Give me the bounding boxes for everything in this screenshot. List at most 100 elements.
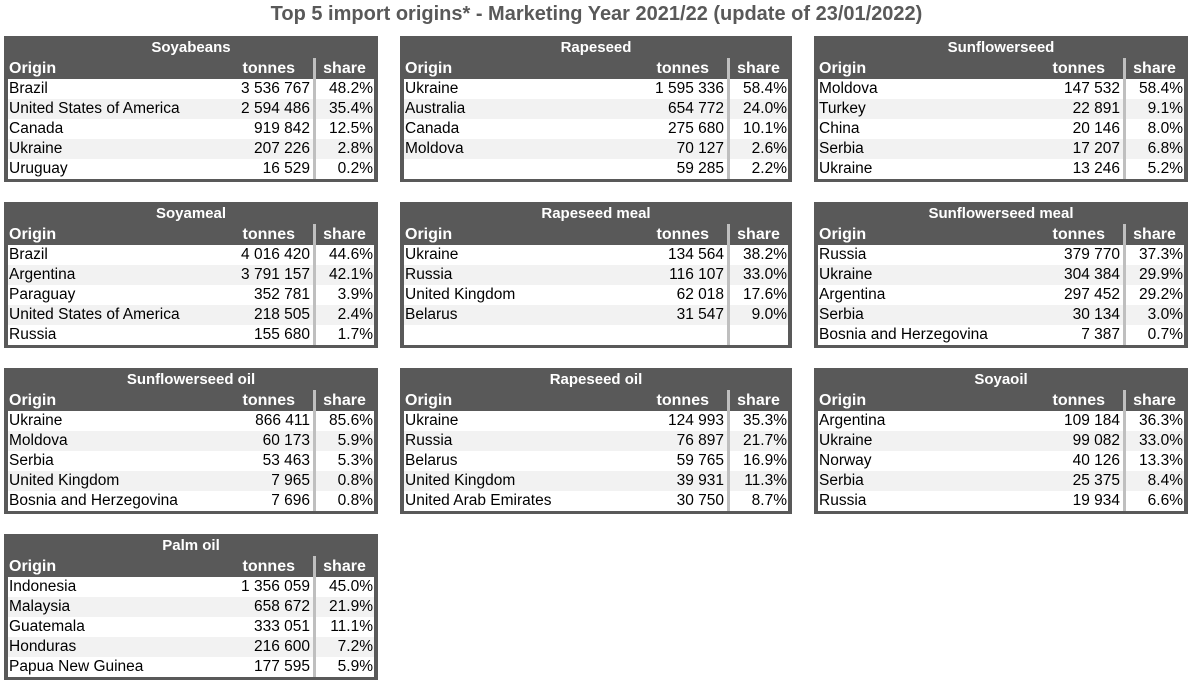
origin-cell: Russia: [405, 266, 453, 283]
tonnes-cell: 866 411: [255, 412, 310, 429]
tonnes-cell: 134 564: [667, 246, 724, 263]
column-headers: Origin tonnes share: [8, 58, 374, 79]
origin-cell: Argentina: [9, 266, 76, 283]
origin-cell: United Kingdom: [9, 472, 120, 489]
header-share: share: [1123, 390, 1184, 411]
tonnes-cell: 20 146: [1072, 120, 1120, 137]
origin-cell: Argentina: [819, 412, 886, 429]
table-row: Honduras 216 600 7.2%: [8, 637, 374, 657]
share-cell: 2.8%: [313, 139, 374, 159]
table-body: Russia 379 770 37.3% Ukraine 304 384 29.…: [818, 245, 1184, 345]
tonnes-cell: [614, 325, 727, 345]
header-share: share: [727, 58, 788, 79]
table-row: Ukraine 134 564 38.2%: [404, 245, 788, 265]
share-cell: 10.1%: [727, 119, 788, 139]
header-tonnes: tonnes: [242, 60, 295, 77]
table-row: Australia 654 772 24.0%: [404, 99, 788, 119]
table-row: Russia 155 680 1.7%: [8, 325, 374, 345]
tonnes-cell: 155 680: [253, 326, 310, 343]
table-row: Ukraine 99 082 33.0%: [818, 431, 1184, 451]
table-row: Russia 19 934 6.6%: [818, 491, 1184, 511]
origin-cell: Serbia: [819, 306, 864, 323]
tonnes-cell: 62 018: [676, 286, 724, 303]
table-row: Malaysia 658 672 21.9%: [8, 597, 374, 617]
tonnes-cell: 13 246: [1072, 160, 1120, 177]
origin-cell: Russia: [819, 492, 867, 509]
header-origin: Origin: [819, 392, 867, 409]
origin-cell: Serbia: [819, 140, 864, 157]
share-cell: 37.3%: [1123, 245, 1184, 265]
page-title: Top 5 import origins* - Marketing Year 2…: [270, 3, 923, 25]
origin-cell: Belarus: [405, 306, 458, 323]
table-title: Rapeseed oil: [549, 371, 643, 388]
tonnes-cell: 658 672: [253, 598, 310, 615]
tonnes-cell: 3 791 157: [241, 266, 310, 283]
origin-cell: Brazil: [9, 80, 48, 97]
share-cell: 21.9%: [313, 597, 374, 617]
tonnes-cell: 2 594 486: [241, 100, 310, 117]
table-rapeseed-meal: Rapeseed meal Origin tonnes share Ukrain…: [400, 202, 792, 348]
table-title: Rapeseed: [560, 39, 632, 56]
tonnes-cell: 30 750: [676, 492, 724, 509]
header-origin: Origin: [819, 60, 867, 77]
table-row: United Arab Emirates 30 750 8.7%: [404, 491, 788, 511]
table-row: Argentina 109 184 36.3%: [818, 411, 1184, 431]
share-cell: 8.7%: [727, 491, 788, 511]
share-cell: 38.2%: [727, 245, 788, 265]
table-body: Argentina 109 184 36.3% Ukraine 99 082 3…: [818, 411, 1184, 511]
share-cell: 5.9%: [313, 657, 374, 677]
table-row: Brazil 3 536 767 48.2%: [8, 79, 374, 99]
share-cell: 0.7%: [1123, 325, 1184, 345]
table-rapeseed: Rapeseed Origin tonnes share Ukraine 1 5…: [400, 36, 792, 182]
header-share: share: [313, 390, 374, 411]
tonnes-cell: 7 696: [271, 492, 310, 509]
share-cell: [727, 325, 788, 345]
table-title: Soyaoil: [974, 371, 1028, 388]
table-row: Argentina 297 452 29.2%: [818, 285, 1184, 305]
table-soyaoil: Soyaoil Origin tonnes share Argentina 10…: [814, 368, 1188, 514]
table-row: Ukraine 304 384 29.9%: [818, 265, 1184, 285]
share-cell: 0.8%: [313, 491, 374, 511]
table-soyabeans: Soyabeans Origin tonnes share Brazil 3 5…: [4, 36, 378, 182]
tonnes-cell: 76 897: [676, 432, 724, 449]
origin-cell: Moldova: [819, 80, 878, 97]
tonnes-cell: 53 463: [262, 452, 310, 469]
share-cell: 1.7%: [313, 325, 374, 345]
share-cell: 42.1%: [313, 265, 374, 285]
share-cell: 6.8%: [1123, 139, 1184, 159]
tonnes-cell: 352 781: [253, 286, 310, 303]
table-row: Ukraine 124 993 35.3%: [404, 411, 788, 431]
header-share: share: [313, 58, 374, 79]
origin-cell: [404, 325, 614, 345]
header-share: share: [1123, 58, 1184, 79]
share-cell: 48.2%: [313, 79, 374, 99]
tonnes-cell: 40 126: [1072, 452, 1120, 469]
origin-cell: Serbia: [9, 452, 54, 469]
share-cell: 29.2%: [1123, 285, 1184, 305]
origin-cell: Ukraine: [9, 412, 63, 429]
tonnes-cell: 333 051: [253, 618, 310, 635]
share-cell: 33.0%: [1123, 431, 1184, 451]
origin-cell: Ukraine: [819, 432, 873, 449]
origin-cell: United States of America: [9, 100, 180, 117]
table-row: Serbia 30 134 3.0%: [818, 305, 1184, 325]
header-share: share: [1123, 224, 1184, 245]
table-row: Guatemala 333 051 11.1%: [8, 617, 374, 637]
origin-cell: Paraguay: [9, 286, 76, 303]
header-origin: Origin: [405, 226, 453, 243]
table-row: Indonesia 1 356 059 45.0%: [8, 577, 374, 597]
share-cell: 33.0%: [727, 265, 788, 285]
origin-cell: Russia: [9, 326, 57, 343]
tonnes-cell: 109 184: [1063, 412, 1120, 429]
tonnes-cell: 147 532: [1063, 80, 1120, 97]
table-title: Rapeseed meal: [541, 205, 651, 222]
table-row: United States of America 2 594 486 35.4%: [8, 99, 374, 119]
origin-cell: Canada: [9, 120, 64, 137]
tonnes-cell: 1 356 059: [241, 578, 310, 595]
origin-cell: United Kingdom: [405, 286, 516, 303]
tonnes-cell: 4 016 420: [241, 246, 310, 263]
table-row: Moldova 70 127 2.6%: [404, 139, 788, 159]
column-headers: Origin tonnes share: [8, 224, 374, 245]
origin-cell: Brazil: [9, 246, 48, 263]
share-cell: 8.4%: [1123, 471, 1184, 491]
